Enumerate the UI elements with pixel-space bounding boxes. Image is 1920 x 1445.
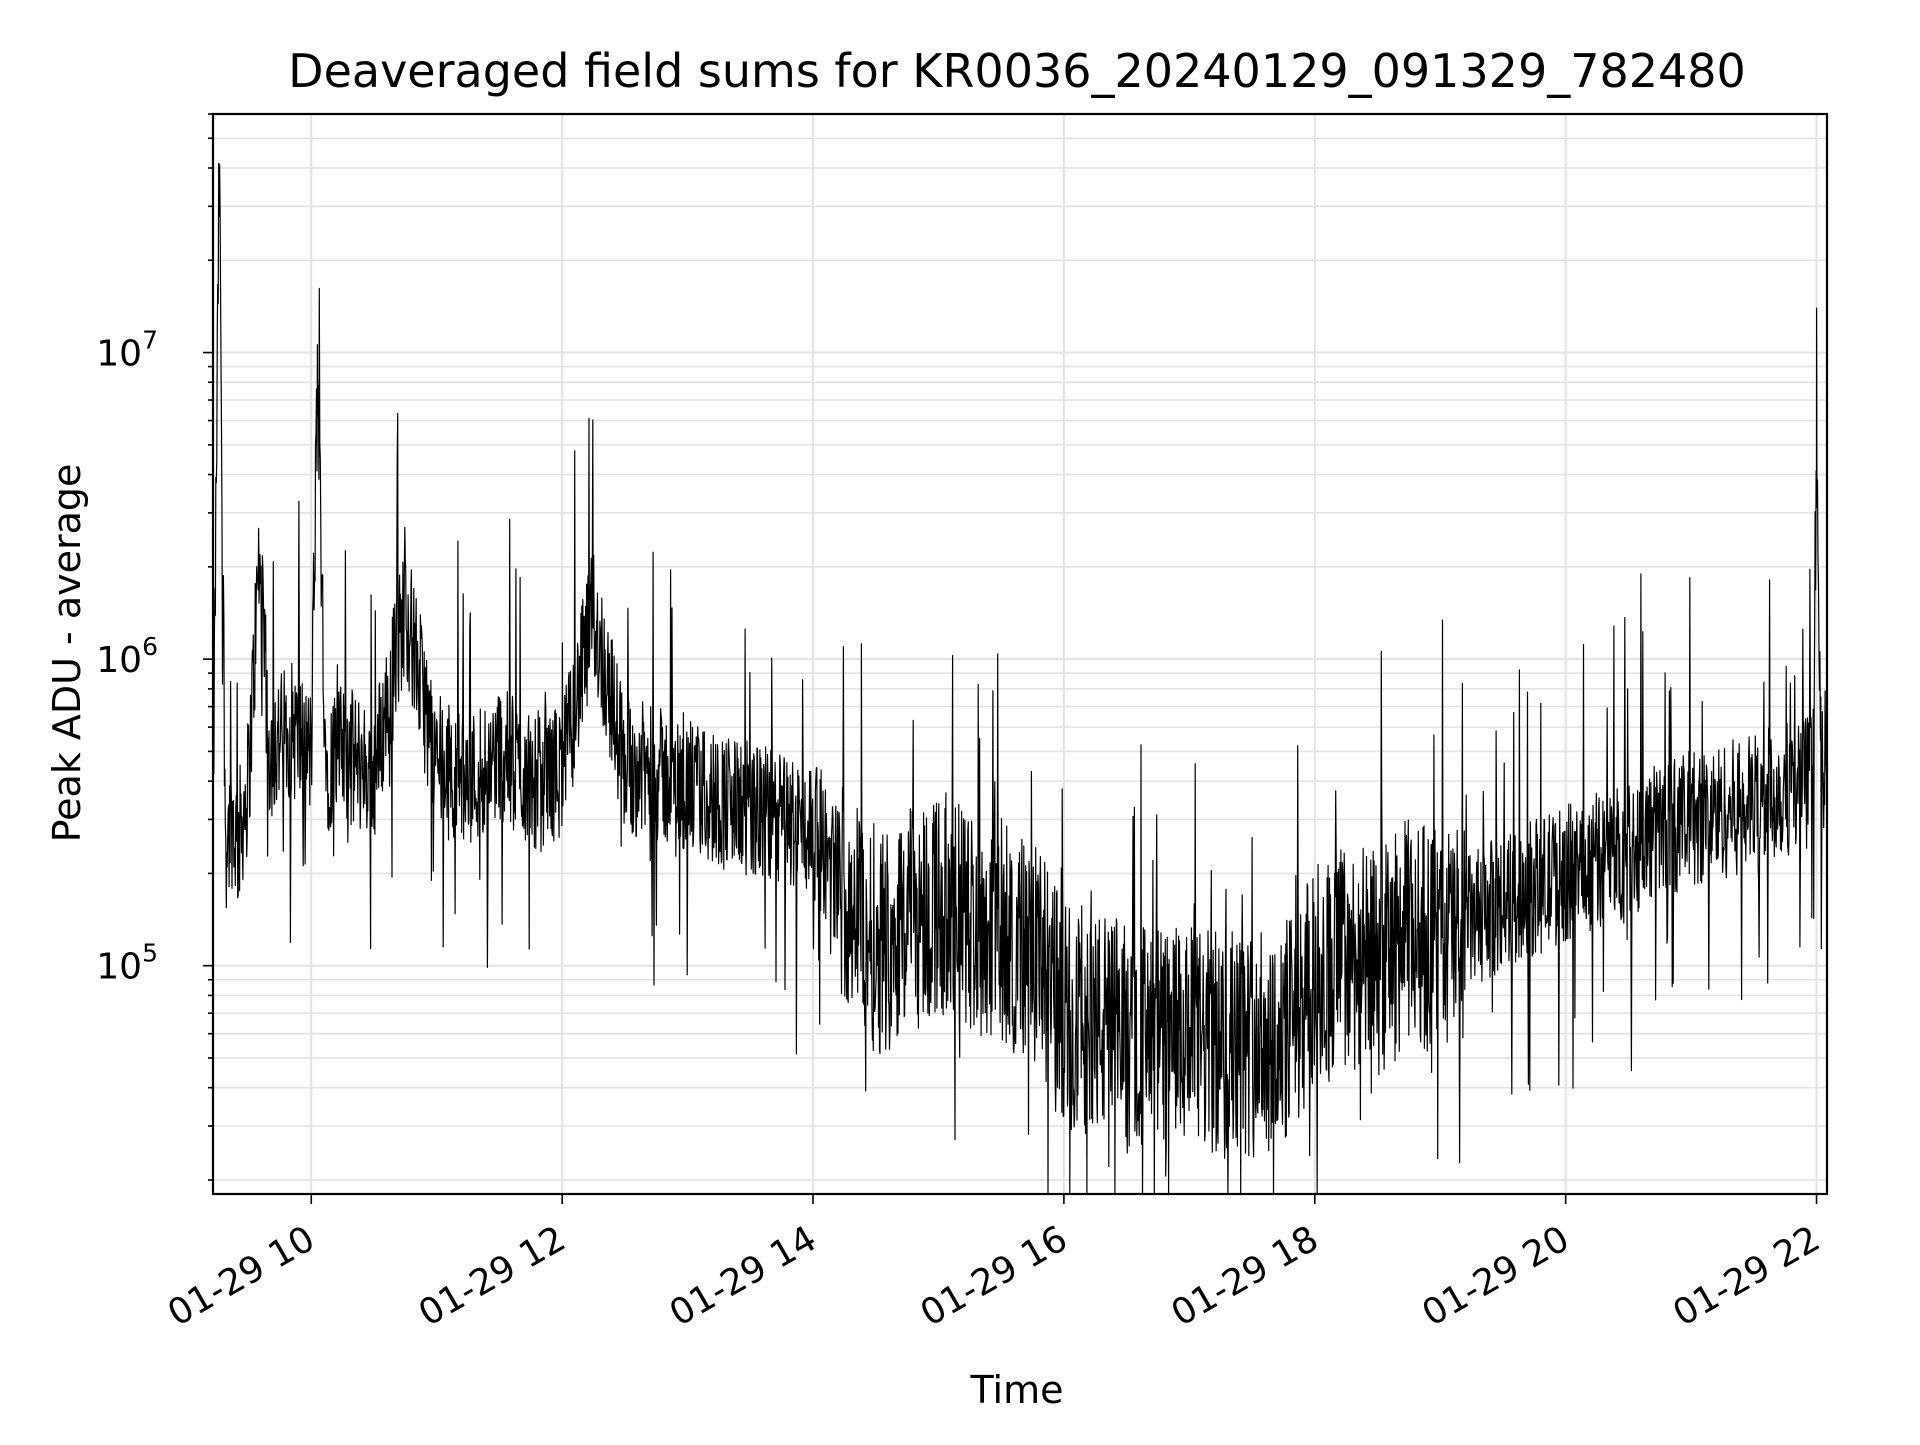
- x-tick-label: 01-29 10: [161, 1218, 322, 1334]
- y-tick-label-exponent: 5: [142, 939, 158, 968]
- y-tick-label: 105: [96, 939, 158, 988]
- x-tick-label: 01-29 14: [663, 1218, 824, 1334]
- x-tick-label: 01-29 12: [412, 1218, 573, 1334]
- y-tick-label-exponent: 7: [142, 326, 158, 355]
- y-tick-label-base: 10: [96, 640, 142, 681]
- x-tick-label: 01-29 20: [1415, 1218, 1576, 1334]
- x-axis-label: Time: [970, 1368, 1064, 1412]
- grid-layer: [213, 113, 1827, 1194]
- x-tick-label: 01-29 18: [1165, 1218, 1326, 1334]
- y-tick-label-exponent: 6: [142, 632, 158, 661]
- plot-frame: [211, 112, 1829, 1196]
- y-tick-label: 106: [96, 632, 158, 681]
- y-tick-label-base: 10: [96, 334, 142, 375]
- series-layer: [212, 162, 1828, 1195]
- series-line: [212, 162, 1828, 1195]
- y-tick-label-base: 10: [96, 947, 142, 988]
- y-axis-label: Peak ADU - average: [45, 464, 89, 843]
- x-tick-label: 01-29 22: [1666, 1218, 1827, 1334]
- chart-title: Deaveraged field sums for KR0036_2024012…: [288, 44, 1746, 98]
- y-tick-label: 107: [96, 326, 158, 375]
- x-tick-label: 01-29 16: [914, 1218, 1075, 1334]
